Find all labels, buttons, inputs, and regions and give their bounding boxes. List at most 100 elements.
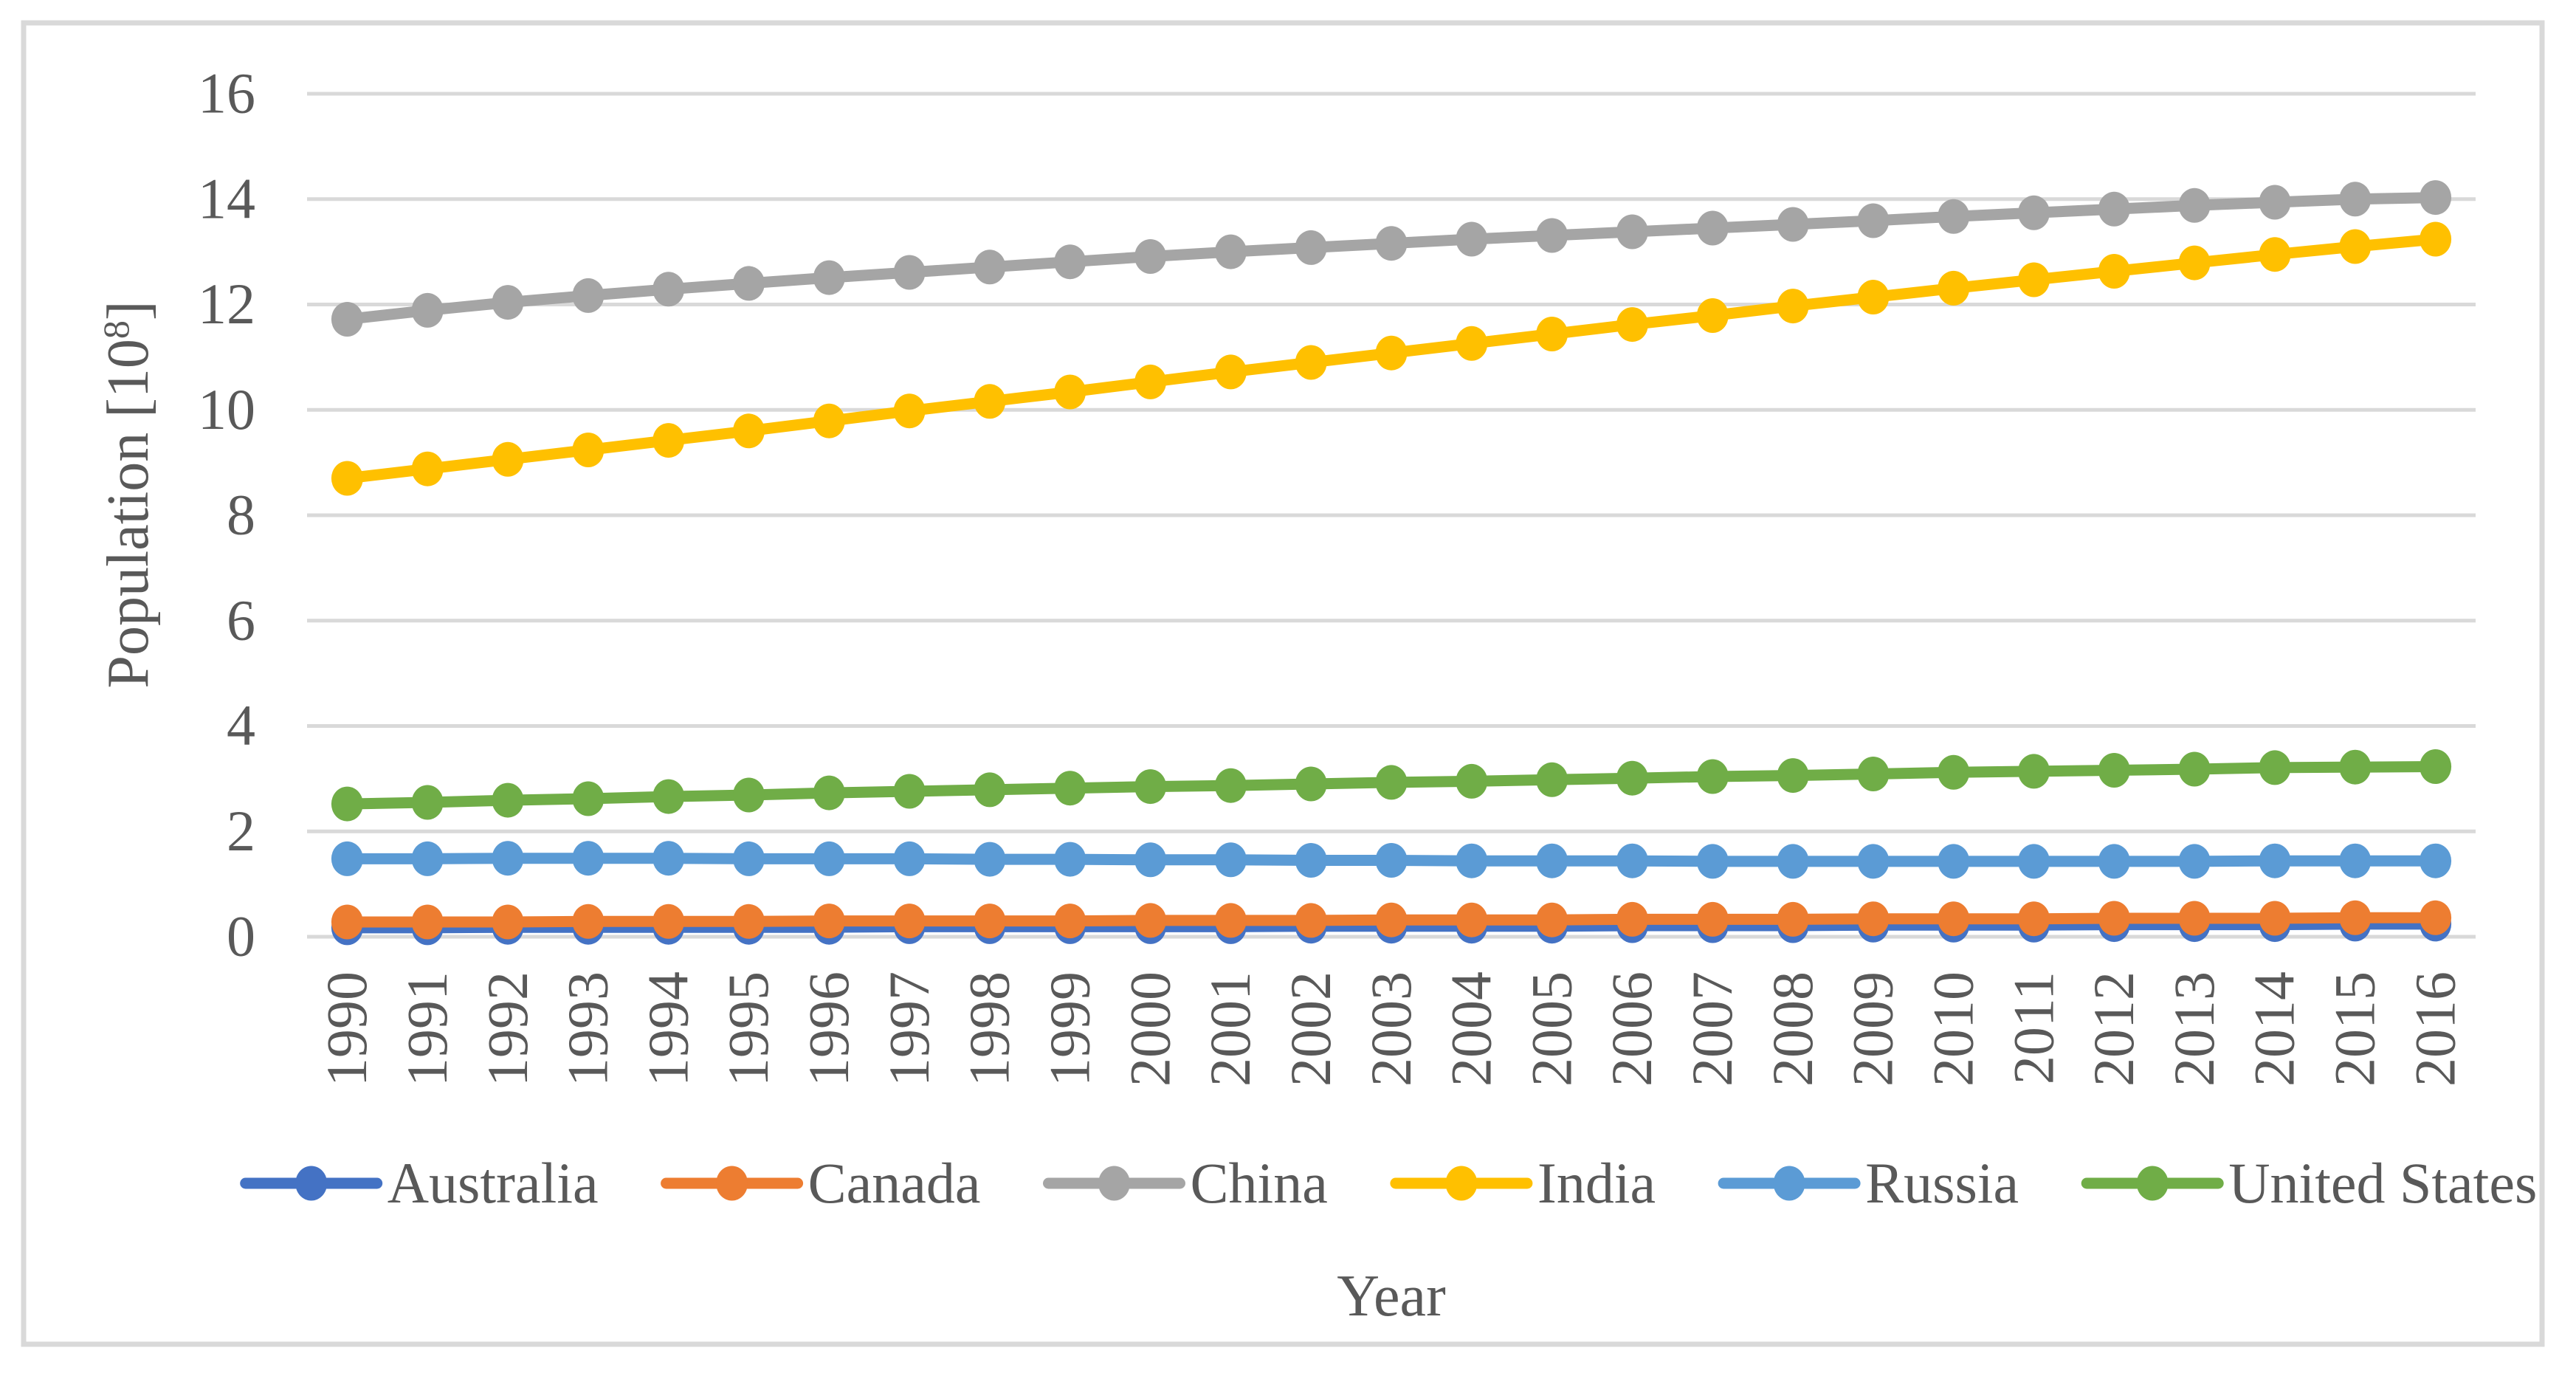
y-tick-label-16: 16 [198,61,255,125]
marker-china-1995 [733,266,765,301]
x-tick-label-2014: 2014 [2242,971,2307,1087]
marker-russia-2011 [2018,844,2050,879]
marker-india-2008 [1777,289,1809,324]
marker-india-1993 [572,433,605,467]
marker-united-states-1999 [1054,771,1086,806]
marker-india-1990 [331,461,363,496]
y-tick-label-6: 6 [227,588,255,652]
marker-canada-2013 [2178,901,2211,936]
marker-india-1996 [813,403,845,438]
legend-label-united-states: United States [2228,1151,2537,1215]
marker-india-1991 [411,451,444,486]
x-tick-label-1997: 1997 [877,971,941,1087]
marker-united-states-2004 [1456,763,1488,799]
marker-united-states-1993 [572,781,605,816]
marker-canada-1997 [893,904,926,939]
marker-canada-2007 [1696,901,1729,937]
marker-russia-2007 [1696,844,1729,879]
marker-united-states-2000 [1134,769,1167,805]
legend-item-russia: Russia [1718,1151,2019,1215]
marker-china-2006 [1616,214,1648,250]
marker-russia-2008 [1777,844,1809,879]
marker-canada-2014 [2259,901,2291,936]
series-canada [331,900,2452,940]
marker-china-2011 [2018,195,2050,230]
marker-china-2009 [1857,203,1890,238]
marker-united-states-1992 [492,782,524,818]
marker-canada-2008 [1777,901,1809,937]
marker-united-states-2009 [1857,757,1890,791]
marker-india-2004 [1456,326,1488,361]
x-tick-label-1992: 1992 [475,971,540,1087]
marker-india-1995 [733,413,765,449]
marker-china-2005 [1536,218,1568,253]
marker-canada-2012 [2098,901,2130,936]
marker-united-states-2011 [2018,754,2050,789]
marker-canada-2010 [1938,901,1970,937]
marker-united-states-2013 [2178,751,2211,787]
legend-marker-icon-china [1098,1166,1130,1201]
marker-india-1999 [1054,374,1086,410]
legend-label-russia: Russia [1865,1151,2019,1215]
marker-russia-2004 [1456,843,1488,878]
marker-india-2007 [1696,298,1729,333]
marker-canada-2015 [2339,900,2372,935]
marker-united-states-1995 [733,777,765,813]
y-tick-label-12: 12 [198,272,255,336]
marker-united-states-2014 [2259,750,2291,785]
x-axis-title: Year [1337,1264,1445,1329]
legend-label-australia: Australia [388,1151,599,1215]
marker-china-2012 [2098,191,2130,227]
series-united-states [331,749,2452,822]
marker-russia-2015 [2339,843,2372,878]
marker-canada-1995 [733,904,765,939]
x-tick-label-1996: 1996 [796,971,861,1087]
x-tick-label-1999: 1999 [1037,971,1101,1087]
marker-canada-2011 [2018,901,2050,937]
marker-india-2002 [1295,345,1327,380]
marker-russia-1990 [331,841,363,876]
marker-canada-1991 [411,904,444,940]
marker-canada-2016 [2420,900,2452,935]
marker-united-states-2001 [1214,768,1247,803]
marker-india-1997 [893,393,926,429]
legend-marker-icon-australia [295,1166,328,1201]
marker-russia-1992 [492,841,524,876]
marker-russia-1998 [974,842,1006,877]
marker-canada-2005 [1536,902,1568,937]
marker-china-2003 [1375,226,1408,261]
marker-russia-2003 [1375,843,1408,878]
x-tick-label-2008: 2008 [1760,971,1825,1087]
marker-india-2012 [2098,254,2130,289]
marker-russia-1999 [1054,842,1086,877]
marker-united-states-2007 [1696,759,1729,794]
marker-russia-2000 [1134,842,1167,878]
y-tick-label-10: 10 [198,377,255,441]
marker-china-2007 [1696,210,1729,246]
marker-india-2000 [1134,364,1167,399]
marker-russia-1997 [893,841,926,876]
marker-china-2015 [2339,182,2372,217]
marker-russia-2016 [2420,843,2452,878]
y-axis-title: Population [108] [95,301,161,689]
legend-item-china: China [1043,1151,1328,1215]
marker-russia-2014 [2259,843,2291,878]
x-tick-label-2015: 2015 [2323,971,2387,1087]
marker-china-2004 [1456,221,1488,257]
marker-china-2016 [2420,180,2452,216]
marker-united-states-2006 [1616,760,1648,796]
marker-russia-2013 [2178,844,2211,879]
legend-item-india: India [1390,1151,1656,1215]
legend: Australia Canada China India Russia United St… [240,1151,2537,1215]
marker-canada-1993 [572,904,605,939]
marker-china-1998 [974,250,1006,285]
marker-india-2003 [1375,335,1408,371]
marker-united-states-2003 [1375,765,1408,800]
marker-united-states-1994 [652,779,685,814]
y-axis-tick-labels: 0 2 4 6 8 10 12 14 16 [198,61,255,968]
x-tick-label-1991: 1991 [395,971,459,1087]
x-tick-label-2011: 2011 [2001,971,2065,1084]
x-tick-label-2006: 2006 [1599,971,1664,1087]
marker-united-states-2012 [2098,753,2130,788]
